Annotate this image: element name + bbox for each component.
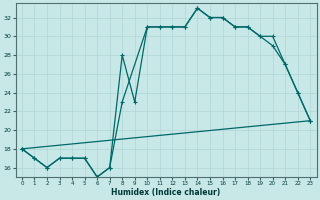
- X-axis label: Humidex (Indice chaleur): Humidex (Indice chaleur): [111, 188, 221, 197]
